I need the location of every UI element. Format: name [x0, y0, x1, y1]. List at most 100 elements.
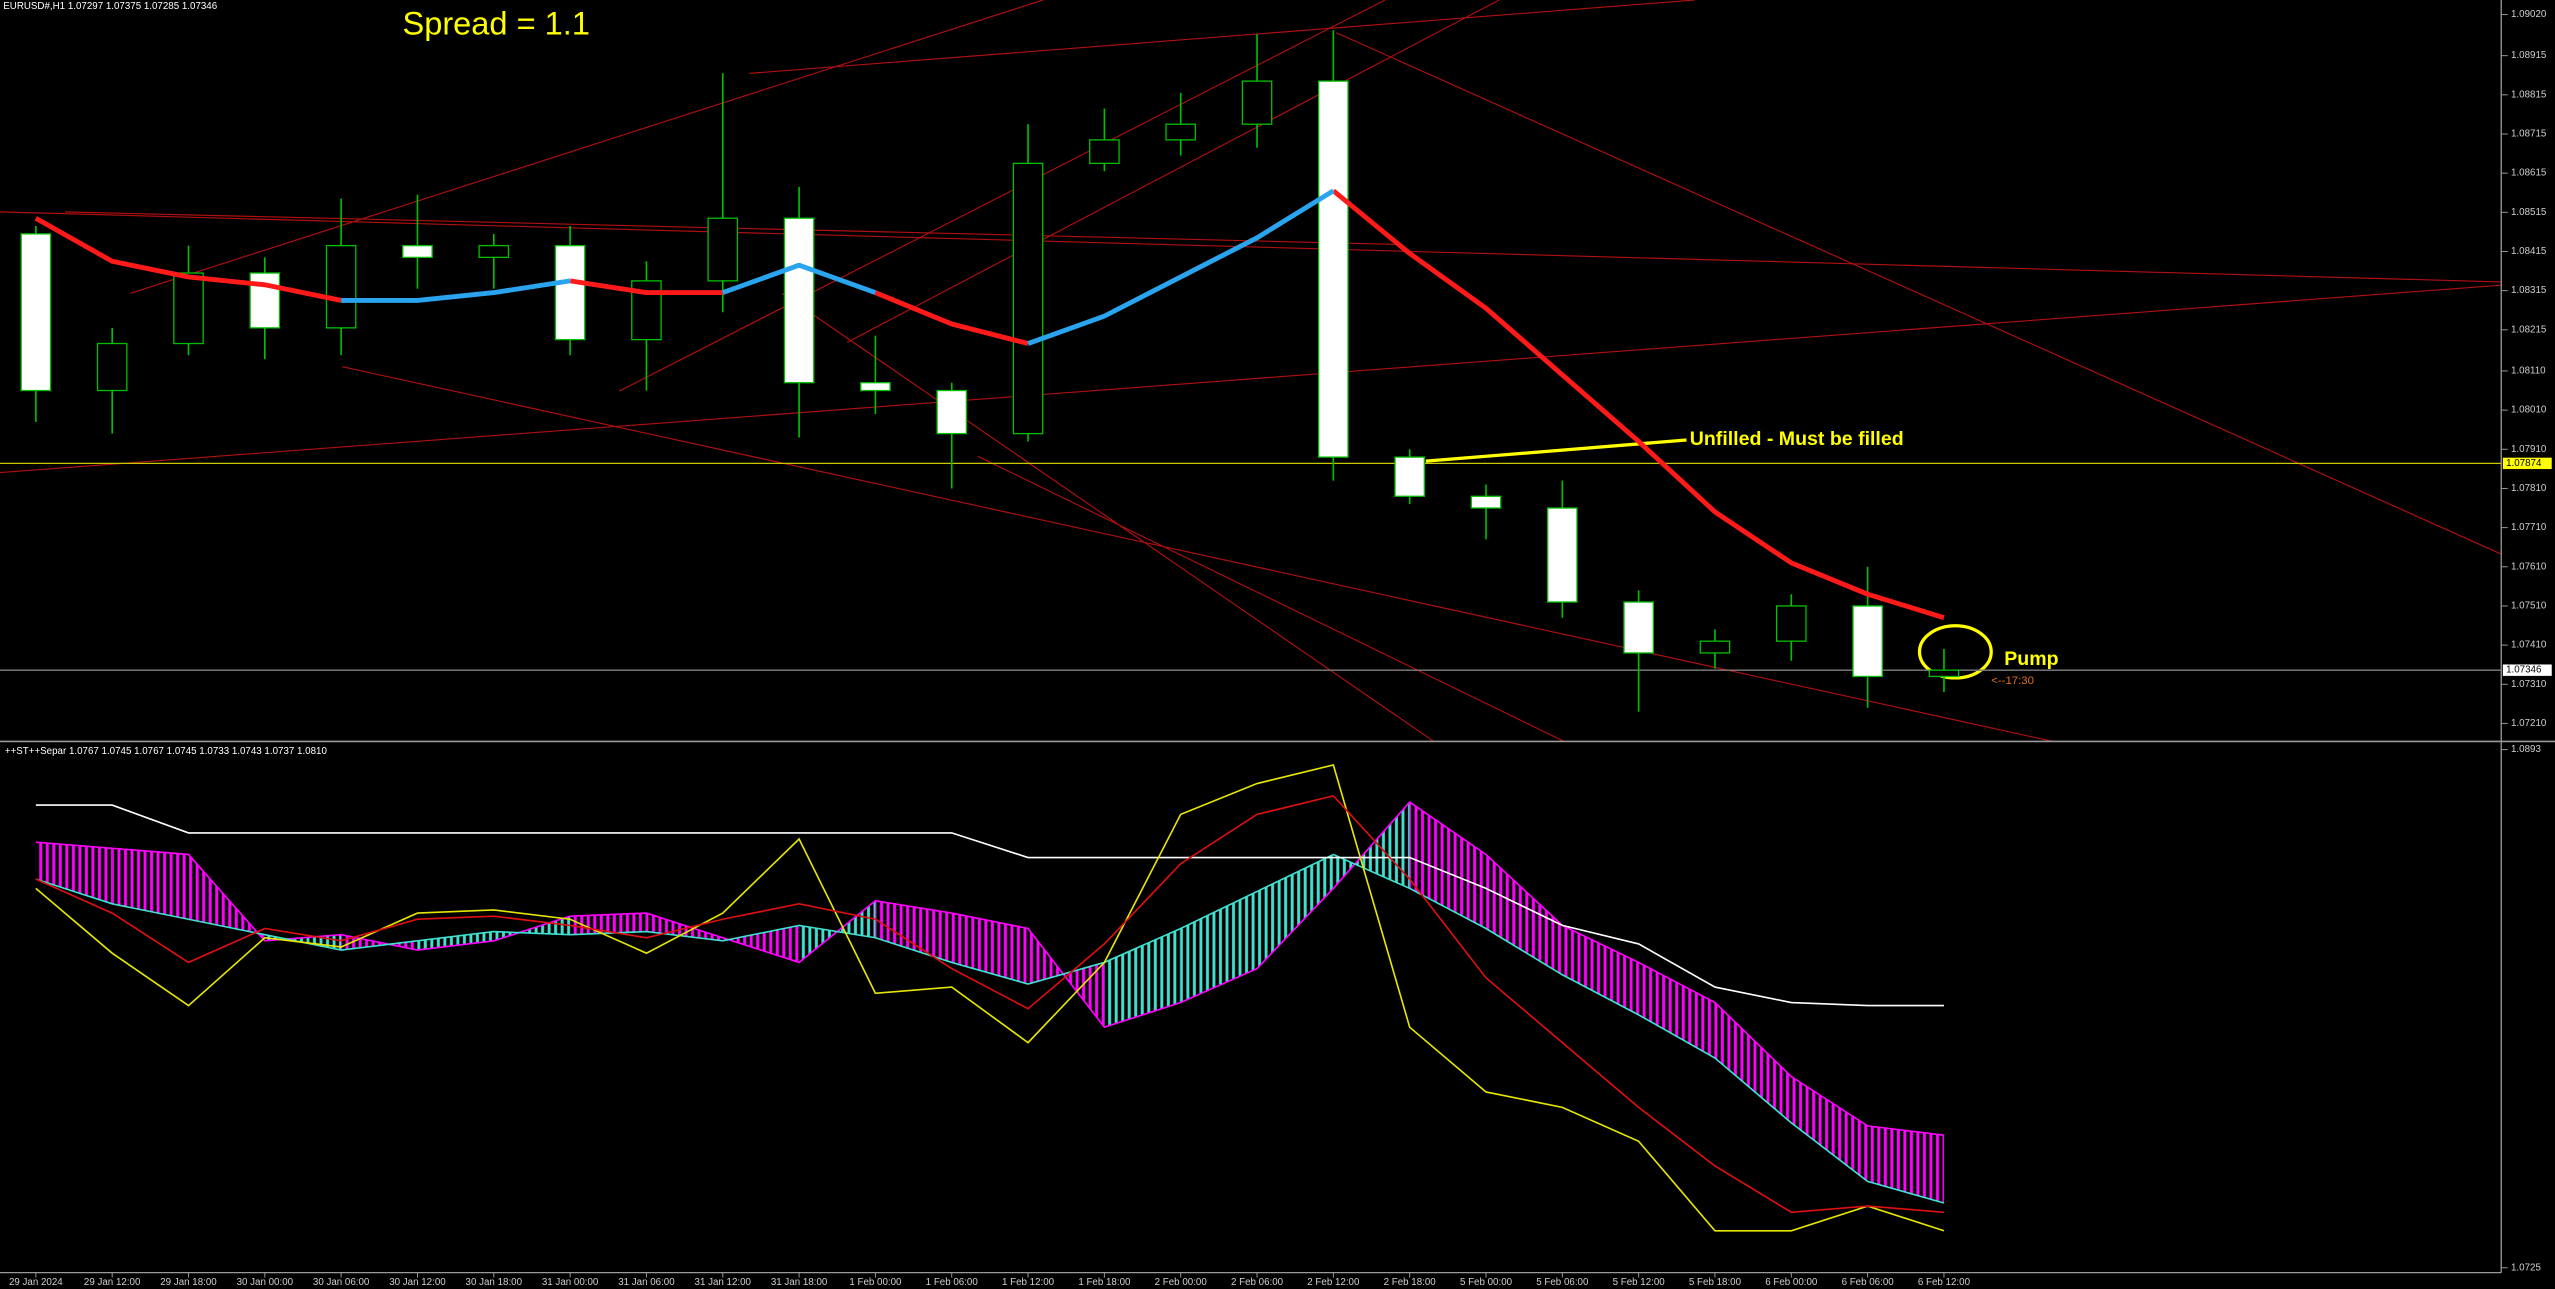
cloud-fill	[1562, 925, 1639, 1015]
cloud-fill	[1180, 891, 1258, 1003]
cloud-fill	[1409, 802, 1487, 929]
candle-body	[1394, 456, 1425, 497]
y-tick-label: 1.08110	[2511, 366, 2546, 377]
cloud-fill	[188, 854, 265, 941]
x-tick-label: 1 Feb 00:00	[849, 1277, 902, 1288]
candle-body	[1623, 601, 1654, 654]
x-tick-label: 5 Feb 12:00	[1613, 1277, 1666, 1288]
y-tick-label: 1.08010	[2511, 405, 2547, 416]
cloud-fill	[875, 900, 952, 963]
candle-body	[1470, 495, 1502, 509]
cloud-fill	[1638, 962, 1715, 1059]
candle-body	[1012, 162, 1044, 435]
candle-body	[1928, 669, 1960, 678]
x-tick-label: 30 Jan 06:00	[313, 1277, 370, 1288]
x-tick-label: 5 Feb 18:00	[1689, 1277, 1742, 1288]
candle-body	[707, 217, 739, 282]
y-tick-label: 1.07910	[2511, 444, 2547, 455]
y-tick-label: 1.07410	[2511, 640, 2547, 651]
x-tick-label: 29 Jan 2024	[9, 1277, 63, 1288]
indicator-line	[35, 794, 1945, 1214]
candle-body	[1699, 640, 1731, 654]
cloud-fill	[1486, 854, 1563, 975]
indicator-header: ++ST++Separ 1.0767 1.0745 1.0767 1.0745 …	[5, 746, 328, 757]
y-tick-label: 1.0725	[2511, 1262, 2541, 1273]
candle-body	[20, 233, 52, 392]
cloud-fill	[1104, 928, 1181, 1028]
candle-body	[1775, 605, 1807, 642]
symbol-header: EURUSD#,H1 1.07297 1.07375 1.07285 1.073…	[3, 1, 217, 12]
x-tick-label: 2 Feb 12:00	[1307, 1277, 1360, 1288]
moving-average	[341, 188, 1335, 346]
x-tick-label: 1 Feb 06:00	[926, 1277, 979, 1288]
price-label: 1.07874	[2506, 458, 2542, 469]
candle-body	[1241, 80, 1273, 125]
y-tick-label: 1.07310	[2511, 679, 2547, 690]
cloud-fill	[951, 913, 1029, 985]
annotation: <--17:30	[1991, 675, 2034, 687]
y-tick-label: 1.07210	[2511, 718, 2547, 729]
price-label-box	[2502, 457, 2552, 470]
candle-body	[249, 272, 281, 329]
y-tick-label: 1.08215	[2511, 324, 2547, 335]
x-tick-label: 5 Feb 00:00	[1460, 1277, 1513, 1288]
x-tick-label: 29 Jan 18:00	[160, 1277, 217, 1288]
annotation: Spread = 1.1	[402, 6, 589, 42]
cloud-fill	[1867, 1125, 1944, 1203]
y-tick-label: 1.08515	[2511, 207, 2547, 218]
candle-body	[783, 217, 815, 384]
candle-body	[1089, 139, 1120, 165]
x-tick-label: 31 Jan 00:00	[542, 1277, 599, 1288]
indicator-line	[35, 804, 1944, 1007]
plot: 29 Jan 2024 29 Jan 12:00 29 Jan 18:00 30 Ja…	[0, 6, 2552, 1288]
annotation: Unfilled - Must be filled	[1690, 428, 1904, 450]
y-tick-label: 1.08715	[2511, 129, 2547, 140]
annotation: Pump	[2004, 648, 2058, 670]
candle-body	[1547, 507, 1578, 603]
candle-body	[554, 244, 586, 341]
x-tick-label: 1 Feb 12:00	[1002, 1277, 1055, 1288]
moving-average	[34, 188, 1945, 621]
x-tick-label: 31 Jan 18:00	[771, 1277, 828, 1288]
x-tick-label: 6 Feb 12:00	[1918, 1277, 1971, 1288]
indicator-line	[35, 764, 1945, 1232]
x-tick-label: 6 Feb 00:00	[1765, 1277, 1818, 1288]
y-tick-label: 1.08915	[2511, 50, 2547, 61]
cloud-edge	[35, 853, 1945, 1204]
y-tick-label: 1.08615	[2511, 168, 2547, 179]
candle-body	[1318, 80, 1349, 458]
x-tick-label: 29 Jan 12:00	[84, 1277, 141, 1288]
x-tick-label: 30 Jan 00:00	[237, 1277, 294, 1288]
cloud-fill	[1714, 1002, 1792, 1123]
x-tick-label: 2 Feb 06:00	[1231, 1277, 1284, 1288]
y-tick-label: 1.08315	[2511, 285, 2547, 296]
x-tick-label: 6 Feb 06:00	[1842, 1277, 1895, 1288]
y-tick-label: 1.07810	[2511, 483, 2547, 494]
x-tick-label: 30 Jan 18:00	[466, 1277, 523, 1288]
annotation-circle	[1917, 624, 1993, 680]
cloud-fill	[417, 931, 494, 951]
y-tick-label: 1.09020	[2511, 9, 2547, 20]
price-label-box	[2502, 664, 2552, 676]
x-tick-label: 5 Feb 06:00	[1536, 1277, 1589, 1288]
cloud-fill	[1791, 1076, 1868, 1182]
y-tick-label: 1.07510	[2511, 601, 2547, 612]
candle-body	[325, 244, 357, 329]
candle-body	[860, 382, 891, 392]
cloud-fill	[722, 925, 800, 963]
x-tick-label: 2 Feb 18:00	[1384, 1277, 1437, 1288]
x-tick-label: 31 Jan 06:00	[618, 1277, 675, 1288]
cloud-fill	[112, 848, 189, 920]
price-label: 1.07346	[2506, 665, 2541, 676]
y-tick-label: 1.0893	[2511, 744, 2541, 755]
x-tick-label: 30 Jan 12:00	[389, 1277, 446, 1288]
cloud-fill	[35, 842, 113, 904]
x-tick-label: 31 Jan 12:00	[695, 1277, 752, 1288]
candle-body	[96, 342, 128, 392]
y-tick-label: 1.07610	[2511, 561, 2547, 572]
candle-body	[173, 272, 204, 345]
candle-body	[1165, 123, 1197, 141]
candle-body	[402, 244, 433, 259]
